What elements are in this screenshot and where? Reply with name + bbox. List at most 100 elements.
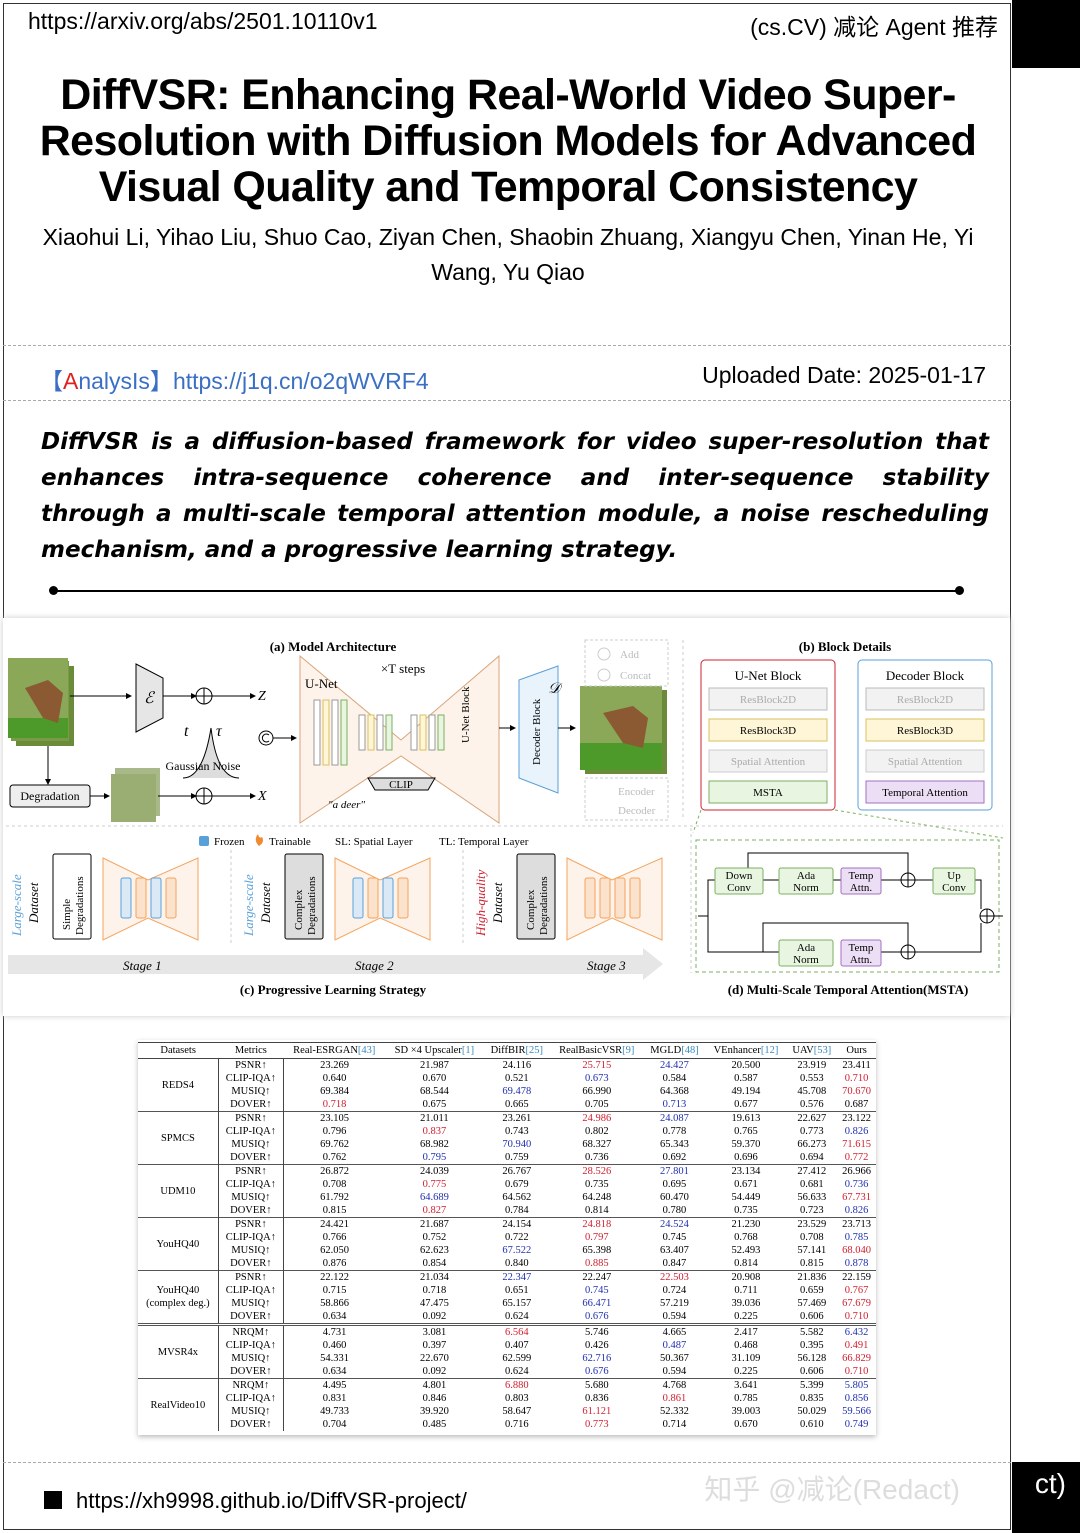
value-cell: 0.659 bbox=[800, 1285, 824, 1296]
value-cell: 66.829 bbox=[842, 1353, 871, 1364]
fig-c-title: (c) Progressive Learning Strategy bbox=[240, 982, 427, 997]
value-cell: 24.087 bbox=[643, 1111, 706, 1125]
value-cell: 0.815 bbox=[800, 1258, 824, 1269]
table-row: CLIP-IQA↑ 0.715 0.718 0.651 0.745 0.724 0.711 0… bbox=[138, 1284, 876, 1297]
t-label: t bbox=[184, 723, 189, 740]
value-cell: 22.503 bbox=[643, 1270, 706, 1284]
concat-icon bbox=[258, 730, 274, 746]
value-cell: 0.752 bbox=[422, 1232, 447, 1243]
value-cell: 0.876 bbox=[322, 1258, 347, 1269]
value-cell: 26.966 bbox=[837, 1164, 876, 1178]
value-cell: 65.343 bbox=[660, 1139, 689, 1150]
value-cell: 0.606 bbox=[800, 1366, 824, 1377]
msta-block bbox=[840, 939, 882, 967]
degradation-label: Degradation bbox=[20, 789, 79, 803]
msta-block-label: Conv bbox=[942, 882, 966, 894]
value-cell: 56.633 bbox=[797, 1192, 827, 1203]
value-cell: 21.687 bbox=[385, 1217, 484, 1231]
citation-ref: [1] bbox=[461, 1045, 475, 1056]
stage-degradation-box bbox=[516, 853, 556, 940]
value-cell: 61.792 bbox=[320, 1192, 349, 1203]
analysis-link[interactable]: 【AnalysIs】https://j1q.cn/o2qWVRF4 bbox=[40, 362, 429, 396]
input-video-frames bbox=[8, 658, 74, 746]
table-row: DOVER↑ 0.704 0.485 0.716 0.773 0.714 0.670 0.61… bbox=[138, 1418, 876, 1431]
value-cell: 0.713 bbox=[662, 1099, 687, 1110]
value-cell: 26.872 bbox=[283, 1164, 386, 1178]
value-cell: 27.801 bbox=[643, 1164, 706, 1178]
value-cell: 0.762 bbox=[322, 1152, 347, 1163]
value-cell: 0.705 bbox=[584, 1099, 609, 1110]
decoder-block-title: Decoder Block bbox=[886, 668, 965, 683]
frozen-icon bbox=[199, 836, 209, 846]
method-figure: (a) Model Architecture ℰ Z t τ Gaussian … bbox=[3, 618, 1010, 1016]
value-cell: 0.773 bbox=[584, 1419, 609, 1430]
value-cell: 21.836 bbox=[786, 1270, 838, 1284]
value-cell: 66.471 bbox=[582, 1298, 612, 1309]
value-cell: 0.715 bbox=[322, 1285, 347, 1296]
arxiv-link[interactable]: https://arxiv.org/abs/2501.10110v1 bbox=[28, 8, 378, 34]
value-cell: 0.767 bbox=[844, 1285, 869, 1296]
column-header: Datasets bbox=[138, 1042, 219, 1059]
gaussian-noise-label: Gaussian Noise bbox=[166, 759, 241, 773]
value-cell: 27.412 bbox=[786, 1164, 838, 1178]
legend-add: Add bbox=[620, 649, 639, 661]
metric-cell: DOVER↑ bbox=[218, 1418, 284, 1431]
value-cell: 0.606 bbox=[800, 1311, 824, 1322]
value-cell: 0.745 bbox=[584, 1285, 609, 1296]
uploaded-date: Uploaded Date: 2025-01-17 bbox=[702, 362, 986, 388]
analysis-url[interactable]: https://j1q.cn/o2qWVRF4 bbox=[172, 368, 429, 394]
project-link[interactable]: https://xh9998.github.io/DiffVSR-project… bbox=[76, 1488, 467, 1513]
value-cell: 0.835 bbox=[800, 1393, 824, 1404]
value-cell: 0.854 bbox=[422, 1258, 447, 1269]
value-cell: 0.704 bbox=[322, 1419, 347, 1430]
metric-cell: PSNR↑ bbox=[218, 1058, 284, 1072]
msta-block bbox=[932, 867, 976, 895]
legend-frozen: Frozen bbox=[214, 836, 245, 848]
table-row: DOVER↑ 0.815 0.827 0.784 0.814 0.780 0.735 0.72… bbox=[138, 1204, 876, 1218]
table-row: MVSR4x NRQM↑ 4.731 3.081 6.564 5.746 4.665 2.41… bbox=[138, 1323, 876, 1379]
value-cell: 0.826 bbox=[844, 1205, 869, 1216]
paper-header: DiffVSR: Enhancing Real-World Video Supe… bbox=[20, 72, 996, 290]
metric-cell: MUSIQ↑ bbox=[218, 1244, 284, 1257]
stage-label: Stage 3 bbox=[587, 958, 626, 973]
fig-a-title: (a) Model Architecture bbox=[270, 639, 397, 654]
value-cell: 0.722 bbox=[505, 1232, 529, 1243]
value-cell: 0.485 bbox=[422, 1419, 447, 1430]
msta-block-label: Ada bbox=[797, 942, 815, 954]
value-cell: 57.219 bbox=[660, 1298, 689, 1309]
citation-ref: [53] bbox=[813, 1045, 832, 1056]
value-cell: 59.566 bbox=[842, 1406, 871, 1417]
value-cell: 39.036 bbox=[731, 1298, 761, 1309]
table-row: MUSIQ↑ 54.331 22.670 62.599 62.716 50.367 31.1… bbox=[138, 1352, 876, 1365]
value-cell: 0.675 bbox=[422, 1099, 447, 1110]
value-cell: 0.665 bbox=[505, 1099, 529, 1110]
value-cell: 0.773 bbox=[800, 1126, 824, 1137]
block-item-label: ResBlock3D bbox=[740, 725, 796, 737]
temporal-layer bbox=[367, 877, 379, 919]
stage-degradation-label: Degradations bbox=[306, 876, 318, 935]
metric-cell: CLIP-IQA↑ bbox=[218, 1284, 284, 1297]
block-item-label: Temporal Attention bbox=[882, 787, 968, 799]
dataset-cell: SPMCS bbox=[138, 1111, 219, 1165]
paper-authors: Xiaohui Li, Yihao Liu, Shuo Cao, Ziyan C… bbox=[42, 224, 974, 285]
block-item-label: ResBlock2D bbox=[740, 694, 796, 706]
value-cell: 67.679 bbox=[842, 1298, 871, 1309]
value-cell: 64.689 bbox=[419, 1192, 449, 1203]
value-cell: 62.599 bbox=[502, 1353, 532, 1364]
value-cell: 54.331 bbox=[320, 1353, 349, 1364]
value-cell: 66.273 bbox=[797, 1139, 827, 1150]
value-cell: 56.128 bbox=[797, 1353, 827, 1364]
value-cell: 65.157 bbox=[502, 1298, 532, 1309]
value-cell: 0.676 bbox=[584, 1311, 609, 1322]
table-row: YouHQ40 PSNR↑ 24.421 21.687 24.154 24.818 24.5… bbox=[138, 1217, 876, 1271]
temporal-layer bbox=[165, 877, 177, 919]
value-cell: 20.500 bbox=[731, 1060, 761, 1071]
table-row: MUSIQ↑ 69.384 68.544 69.478 66.990 64.368 49.1… bbox=[138, 1085, 876, 1098]
value-cell: 0.840 bbox=[505, 1258, 529, 1269]
value-cell: 24.154 bbox=[483, 1217, 551, 1231]
value-cell: 0.785 bbox=[844, 1232, 869, 1243]
value-cell: 50.029 bbox=[797, 1406, 827, 1417]
unet-label: U-Net bbox=[305, 676, 338, 691]
block-item bbox=[865, 780, 985, 804]
temporal-layer bbox=[629, 877, 641, 919]
